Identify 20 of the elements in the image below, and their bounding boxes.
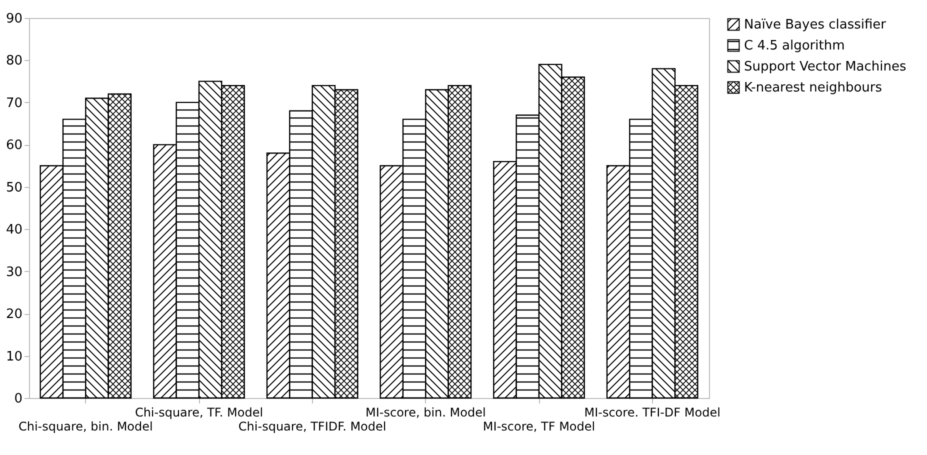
- legend-label: K-nearest neighbours: [744, 80, 882, 96]
- legend-label: C 4.5 algorithm: [744, 38, 845, 54]
- y-tick-label: 40: [6, 222, 22, 238]
- legend-label: Naïve Bayes classifier: [744, 18, 887, 32]
- y-tick-label: 80: [6, 54, 22, 69]
- legend-label: Support Vector Machines: [744, 60, 906, 74]
- y-tick-label: 30: [6, 264, 22, 280]
- x-tick-label: Chi-square, TF. Model: [134, 406, 264, 420]
- x-tick-label: MI-score, bin. Model: [366, 406, 486, 420]
- x-tick-label: Chi-square, TFIDF. Model: [238, 420, 386, 434]
- y-tick-label: 20: [6, 307, 22, 322]
- y-tick-label: 90: [6, 12, 22, 26]
- y-tick-label: 10: [6, 349, 22, 364]
- y-tick-label: 70: [6, 96, 22, 111]
- y-tick-label: 60: [6, 138, 22, 154]
- y-tick-label: 50: [6, 180, 22, 196]
- x-tick-label: MI-score, TF Model: [482, 420, 596, 434]
- x-tick-label: Chi-square, bin. Model: [18, 420, 153, 434]
- y-tick-label: 0: [14, 392, 22, 406]
- x-tick-label: MI-score. TFI-DF Model: [584, 406, 720, 420]
